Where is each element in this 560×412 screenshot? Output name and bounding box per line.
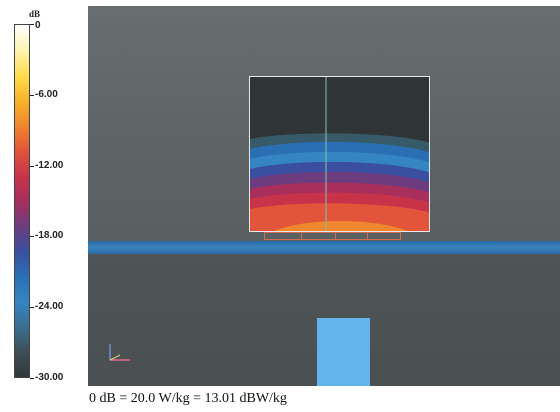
blue-block — [317, 318, 370, 386]
field-contours — [250, 77, 429, 231]
colorbar-tick-label: -30.00 — [35, 372, 64, 383]
colorbar-tick-label: -24.00 — [35, 301, 64, 312]
colorbar-tick — [30, 24, 34, 25]
colorbar-tick — [30, 95, 34, 96]
colorbar-tick-label: -18.00 — [35, 230, 64, 241]
source-outline — [264, 232, 401, 240]
contour-level-8 — [250, 203, 429, 231]
horizontal-band — [88, 241, 560, 254]
caption: 0 dB = 20.0 W/kg = 13.01 dBW/kg — [89, 391, 287, 406]
source-divider — [367, 233, 368, 239]
colorbar-tick — [30, 307, 34, 308]
colorbar-tick — [30, 236, 34, 237]
field-plane-box — [249, 76, 430, 232]
source-divider — [301, 233, 302, 239]
axes-icon — [109, 344, 130, 361]
source-divider — [335, 233, 336, 239]
colorbar-tick-label: 0 — [35, 20, 41, 31]
colorbar-tick-label: -6.00 — [35, 89, 58, 100]
field-scene — [88, 6, 560, 386]
colorbar — [14, 24, 30, 378]
colorbar-tick-label: -12.00 — [35, 160, 64, 171]
colorbar-unit: dB — [29, 9, 41, 19]
contour-level-9 — [274, 221, 408, 231]
colorbar-tick — [30, 378, 34, 379]
colorbar-tick — [30, 166, 34, 167]
